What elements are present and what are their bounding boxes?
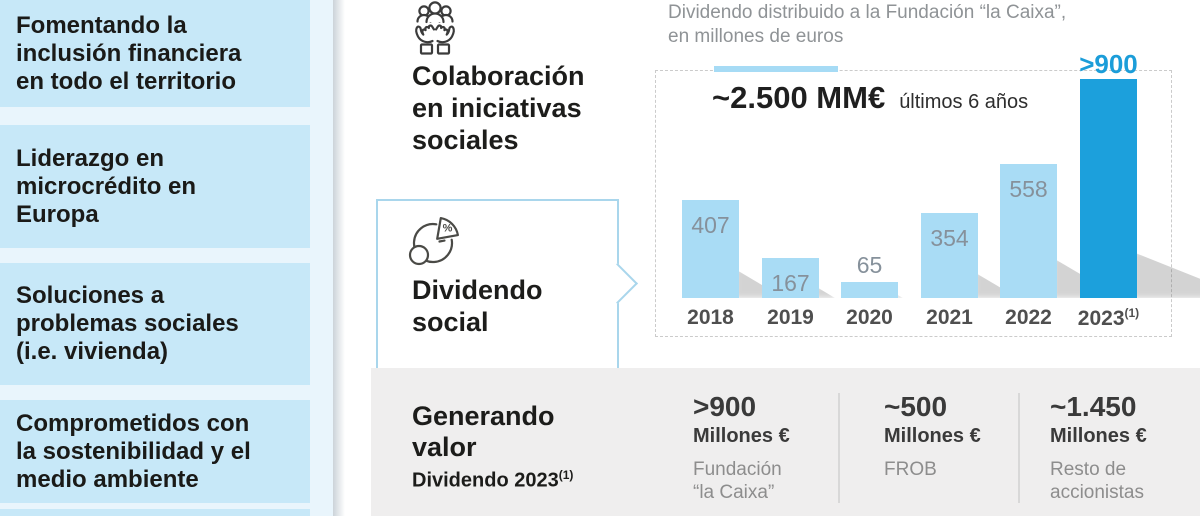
annotation-note: últimos 6 años xyxy=(899,91,1029,113)
bar-value-label: >900 xyxy=(1079,49,1138,79)
sidebar-item-inclusion-financiera: Fomentando la inclusión financiera en to… xyxy=(0,0,310,107)
footer-unit: Millones € xyxy=(1050,425,1147,447)
bar-2022 xyxy=(1000,164,1057,298)
chart-dashed-frame xyxy=(655,70,1172,337)
footer-unit: Millones € xyxy=(693,425,790,447)
bar-value-label: 407 xyxy=(691,212,730,238)
sidebar-item-label: Liderazgo en microcrédito en Europa xyxy=(16,144,197,228)
x-axis-label: 2019 xyxy=(767,306,814,329)
sidebar-item-label: Soluciones a problemas sociales (i.e. vi… xyxy=(16,282,239,365)
footer-subtitle: Dividendo 2023(1) xyxy=(412,468,574,492)
sidebar-item-sostenibilidad: Comprometidos con la sostenibilidad y el… xyxy=(0,400,310,503)
bar-value-label: 558 xyxy=(1009,176,1048,202)
bar-2020 xyxy=(841,282,898,298)
footer-col-fundacion: >900 Millones € Fundación “la Caixa” xyxy=(693,392,790,504)
svg-text:%: % xyxy=(443,223,453,235)
bar-2023 xyxy=(1080,79,1137,298)
footer-title: Generando valor xyxy=(412,401,555,462)
bar-value-label: 65 xyxy=(856,252,883,278)
footer-band xyxy=(371,368,1200,516)
hands-community-icon xyxy=(415,1,455,55)
dividendo-social-callout xyxy=(376,199,639,516)
callout-arrow-icon xyxy=(596,262,639,305)
annotation-value: ~2.500 MM€ xyxy=(712,80,886,115)
footer-divider xyxy=(838,393,840,503)
sidebar-item-microcredito: Liderazgo en microcrédito en Europa xyxy=(0,125,310,248)
footer-label: Fundación “la Caixa” xyxy=(693,459,782,503)
pillar-title-dividendo-social: Dividendo social xyxy=(412,275,543,337)
footer-unit: Millones € xyxy=(884,425,981,447)
footer-col-frob: ~500 Millones € FROB xyxy=(884,392,981,481)
bar-value-label: 354 xyxy=(930,225,969,251)
sidebar-item-partial xyxy=(0,509,310,516)
chart-annotation: ~2.500 MM€ últimos 6 años xyxy=(712,80,1028,116)
x-axis-label: 2018 xyxy=(687,306,734,329)
footer-label: Resto de accionistas xyxy=(1050,459,1144,503)
bar-2019 xyxy=(762,258,819,298)
x-axis-label: 2021 xyxy=(926,306,973,329)
sidebar-item-soluciones-sociales: Soluciones a problemas sociales (i.e. vi… xyxy=(0,263,310,385)
x-axis-label: 2022 xyxy=(1005,306,1052,329)
bar-shadow xyxy=(894,293,903,298)
footer-divider xyxy=(1018,393,1020,503)
bar-2018 xyxy=(682,200,739,298)
chart-title: Dividendo distribuido a la Fundación “la… xyxy=(668,2,1067,47)
footnote-marker: (1) xyxy=(558,468,574,482)
footer-value: ~1.450 xyxy=(1050,391,1137,422)
footnote-marker: (1) xyxy=(1124,306,1140,320)
sidebar-item-label: Fomentando la inclusión financiera en to… xyxy=(16,11,242,95)
pie-percent-icon: % xyxy=(408,217,459,266)
bar-value-label: 167 xyxy=(771,270,810,296)
sidebar-item-label: Comprometidos con la sostenibilidad y el… xyxy=(16,409,251,493)
footer-col-accionistas: ~1.450 Millones € Resto de accionistas xyxy=(1050,392,1147,504)
highlight-underline-bar xyxy=(714,66,838,72)
x-axis-label: 2023(1) xyxy=(1077,306,1140,330)
footer-value: ~500 xyxy=(884,391,948,422)
pillar-title-colaboracion: Colaboración en iniciativas sociales xyxy=(412,61,585,155)
footer-value: >900 xyxy=(693,391,757,422)
sidebar-shadow-divider xyxy=(333,0,345,516)
footer-label: FROB xyxy=(884,459,937,480)
bar-2021 xyxy=(921,213,978,298)
x-axis-label: 2020 xyxy=(846,306,893,329)
